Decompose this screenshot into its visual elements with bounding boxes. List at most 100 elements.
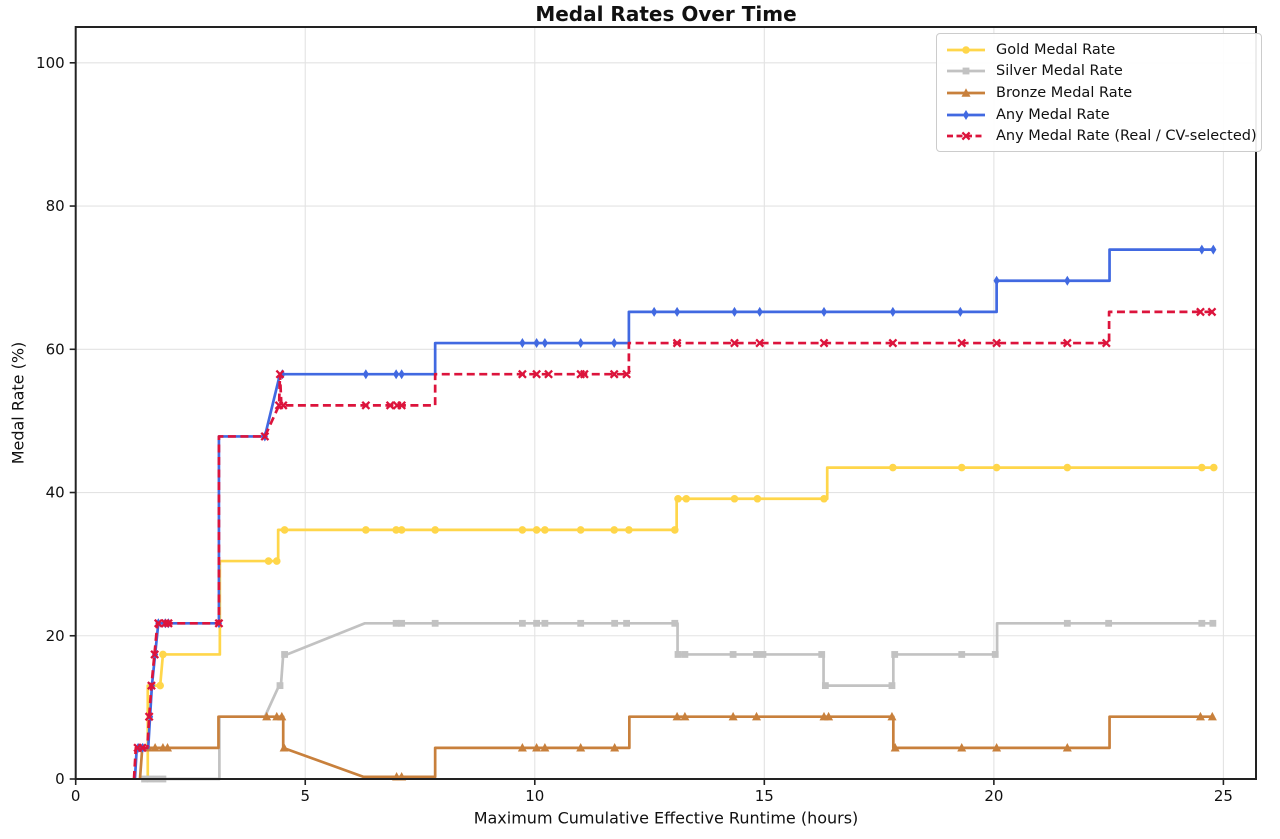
legend-sample-shape — [962, 45, 970, 54]
marker-circle — [431, 526, 439, 534]
marker-x — [579, 369, 589, 379]
legend-sample-line — [947, 109, 985, 120]
series-markers — [133, 307, 1217, 753]
x-tick-label: 10 — [525, 787, 544, 805]
series-markers — [156, 463, 1218, 690]
marker-thin-diamond — [541, 338, 548, 349]
marker-circle — [1209, 463, 1218, 472]
marker-thin-diamond — [393, 369, 400, 380]
marker-x — [730, 338, 739, 348]
marker-triangle — [532, 743, 542, 752]
marker-square — [518, 619, 526, 627]
marker-square — [753, 651, 760, 658]
marker-x — [992, 338, 1002, 348]
series-line — [133, 248, 1216, 780]
x-tick-label: 15 — [755, 787, 774, 805]
marker-triangle — [1062, 743, 1072, 752]
x-tick-label: 0 — [71, 787, 81, 805]
marker-x — [385, 400, 395, 410]
legend-sample-line — [947, 131, 985, 141]
marker-circle — [1198, 463, 1206, 472]
marker-thin-diamond — [1210, 244, 1217, 255]
y-tick-label: 20 — [46, 627, 65, 645]
legend-label: Gold Medal Rate — [996, 41, 1116, 58]
marker-thin-diamond — [957, 306, 964, 317]
marker-circle — [889, 463, 897, 472]
marker-triangle — [576, 743, 586, 752]
marker-triangle — [1207, 711, 1217, 721]
marker-x — [361, 400, 371, 410]
marker-square — [818, 651, 826, 658]
marker-x — [1196, 307, 1205, 317]
marker-square — [958, 651, 966, 658]
marker-x — [888, 338, 898, 348]
series-any-medal-rate-real-cv-selected — [132, 307, 1217, 780]
marker-thin-diamond — [889, 306, 896, 317]
legend-sample-line — [947, 67, 985, 75]
marker-x — [153, 618, 163, 628]
legend-item-any-real: Any Medal Rate (Real / CV-selected) — [946, 125, 1257, 147]
marker-circle — [272, 557, 281, 565]
marker-triangle — [992, 743, 1002, 752]
y-tick-label: 100 — [36, 54, 65, 72]
marker-x — [214, 618, 224, 628]
marker-thin-diamond — [398, 369, 405, 380]
marker-circle — [518, 526, 527, 534]
marker-circle — [280, 526, 289, 534]
marker-square — [611, 619, 619, 627]
marker-x — [147, 681, 156, 691]
marker-triangle — [890, 743, 900, 752]
marker-circle — [610, 526, 619, 534]
y-tick-label: 40 — [46, 484, 65, 502]
series-silver-medal-rate — [141, 619, 1217, 783]
marker-thin-diamond — [577, 338, 584, 349]
marker-square — [1198, 619, 1206, 627]
marker-x — [1207, 307, 1217, 317]
marker-square — [431, 619, 439, 627]
marker-x — [819, 338, 829, 348]
marker-x — [755, 338, 765, 348]
marker-triangle — [277, 711, 287, 721]
marker-thin-diamond — [651, 306, 658, 317]
x-axis-label: Maximum Cumulative Effective Runtime (ho… — [473, 808, 859, 828]
legend-item-any: Any Medal Rate — [946, 104, 1253, 126]
legend-item-bronze: Bronze Medal Rate — [946, 82, 1253, 104]
marker-x — [150, 650, 160, 659]
marker-x — [397, 400, 407, 410]
y-tick-label: 0 — [55, 770, 65, 788]
legend-label: Any Medal Rate — [996, 106, 1110, 123]
marker-circle — [541, 526, 549, 534]
marker-thin-diamond — [820, 306, 828, 317]
marker-square — [681, 651, 689, 658]
marker-triangle — [150, 743, 160, 752]
marker-circle — [753, 494, 762, 503]
legend-label: Bronze Medal Rate — [996, 84, 1133, 101]
marker-circle — [362, 526, 370, 534]
marker-triangle — [1195, 711, 1205, 721]
legend-sample-line — [947, 88, 985, 97]
marker-x — [672, 338, 682, 348]
marker-triangle — [262, 711, 272, 721]
marker-triangle — [279, 743, 289, 752]
marker-square — [821, 682, 829, 690]
marker-square — [392, 619, 400, 627]
y-tick-label: 60 — [46, 340, 65, 358]
marker-square — [533, 619, 541, 627]
marker-x — [544, 369, 553, 379]
marker-thin-diamond — [673, 306, 681, 317]
marker-square — [674, 651, 682, 658]
marker-square — [1063, 619, 1071, 627]
marker-thin-diamond — [756, 306, 763, 317]
marker-square — [888, 682, 896, 690]
marker-square — [276, 682, 284, 690]
y-axis-label: Medal Rate (%) — [8, 341, 28, 465]
marker-thin-diamond — [1198, 244, 1205, 255]
legend-item-silver: Silver Medal Rate — [946, 61, 1253, 83]
series-line — [138, 715, 1215, 780]
legend-sample-shape — [961, 131, 971, 141]
marker-x — [1101, 338, 1111, 348]
marker-x — [517, 369, 527, 379]
marker-circle — [156, 681, 164, 690]
